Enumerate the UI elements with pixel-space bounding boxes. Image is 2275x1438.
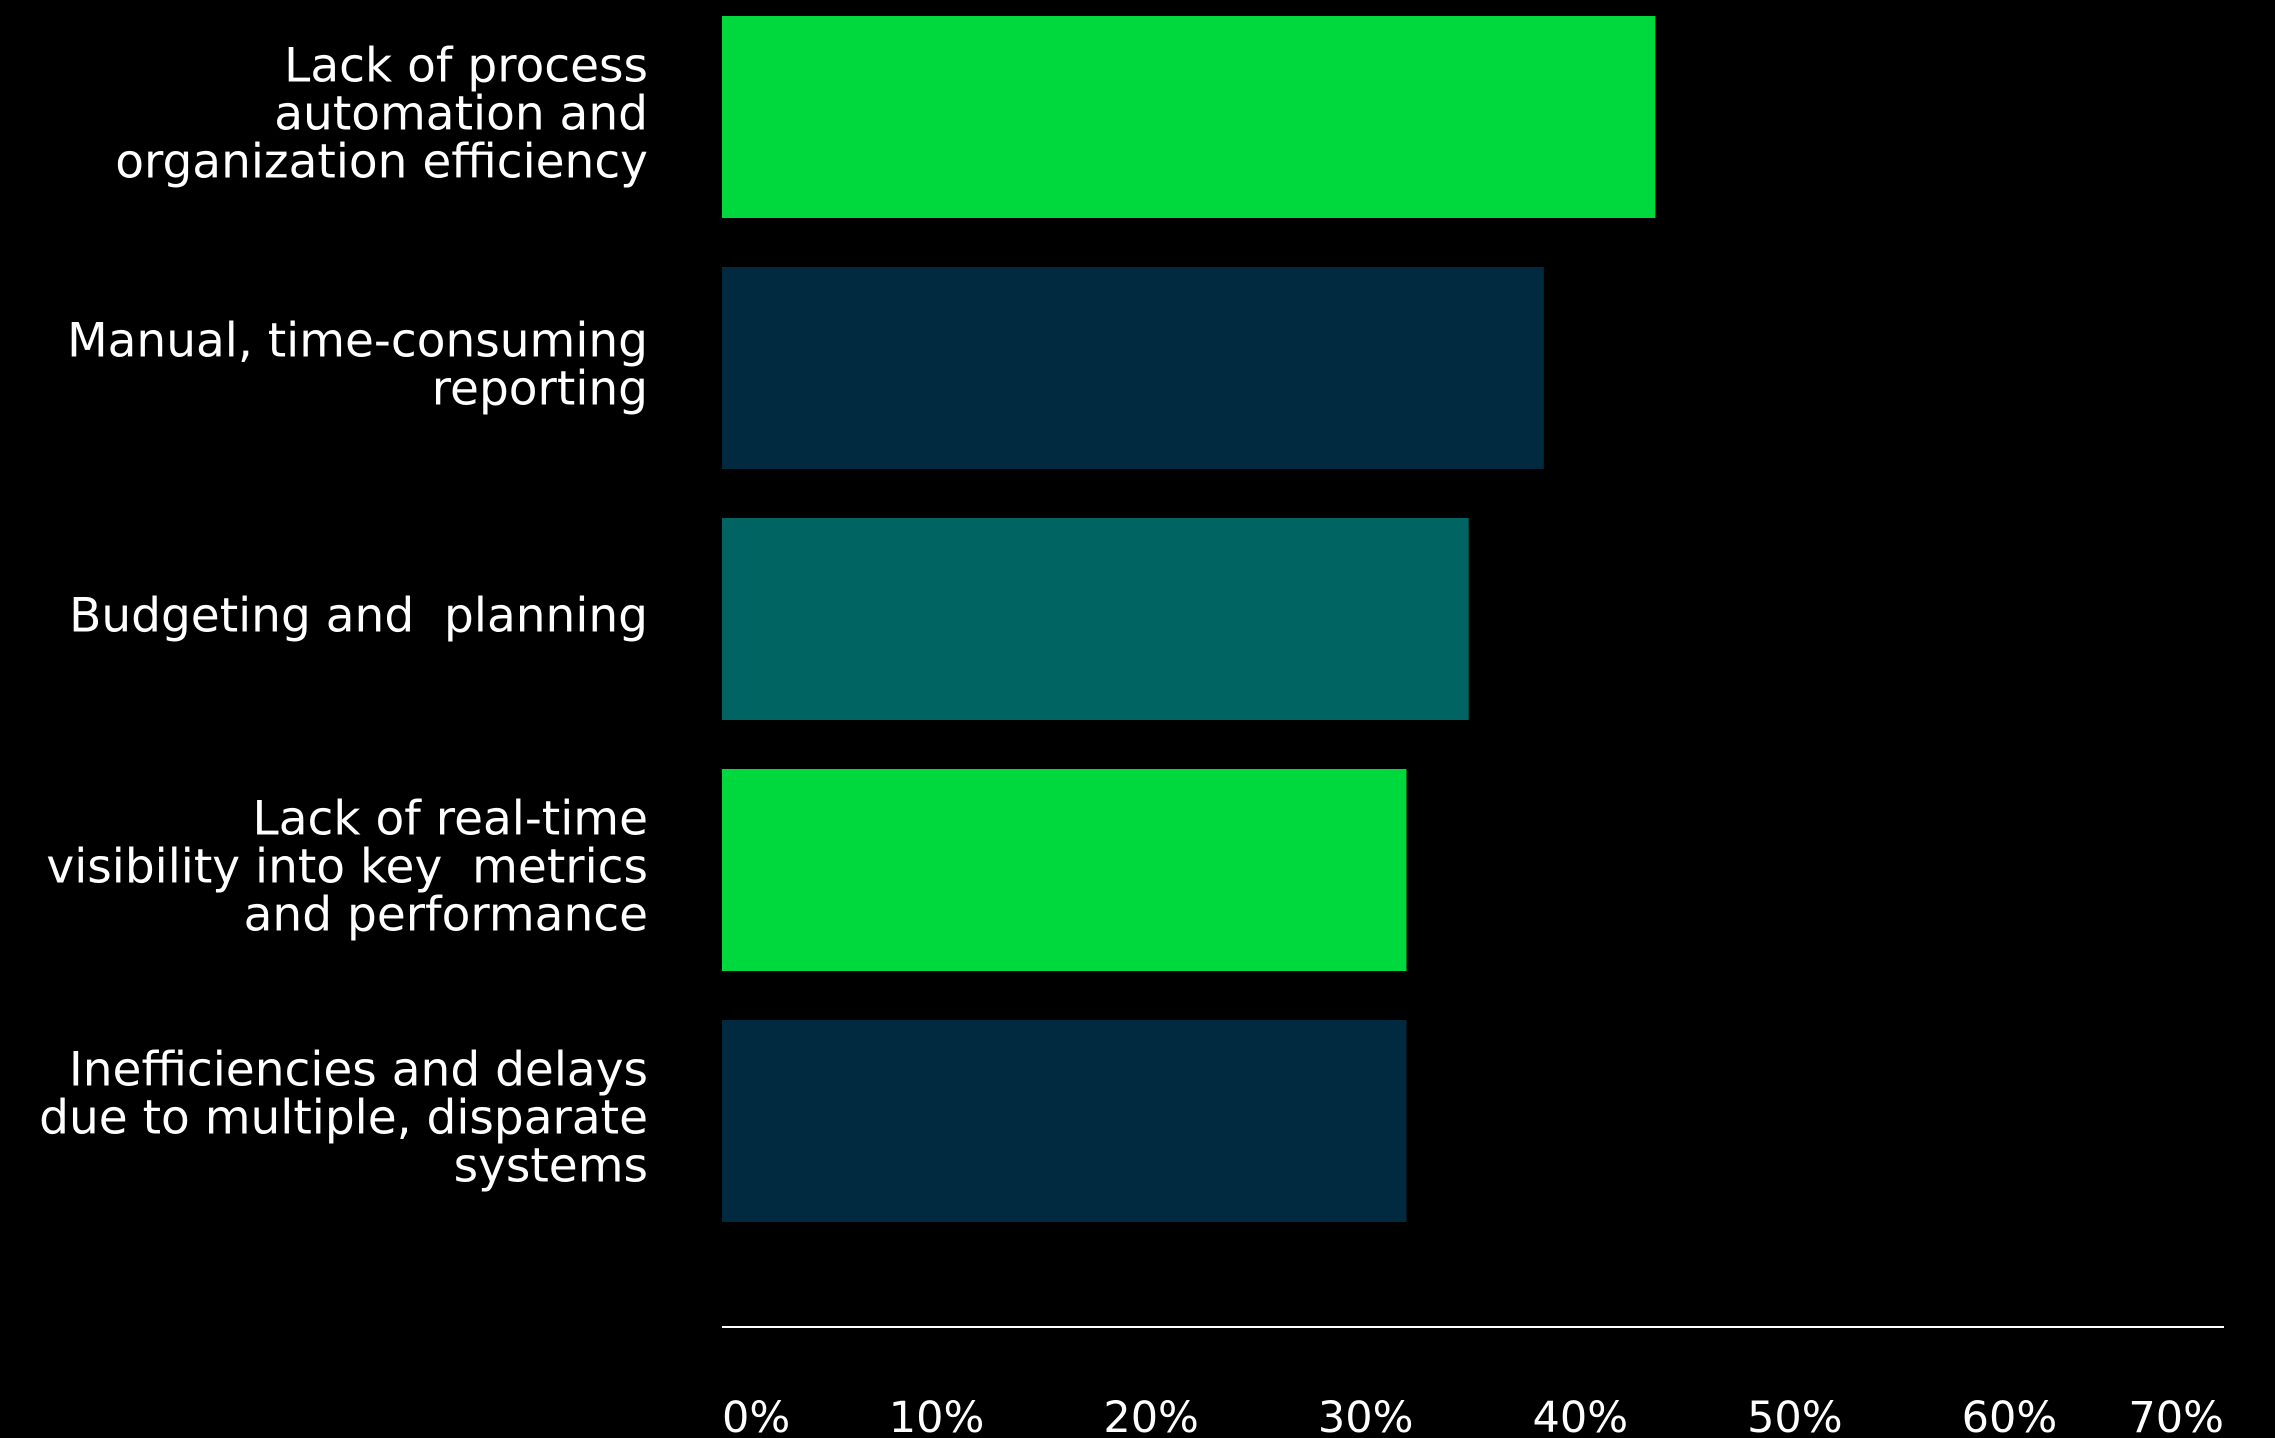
x-tick-label-30pct: 30% <box>1318 1393 1414 1438</box>
category-label-2: Manual, time-consuming reporting <box>67 314 648 417</box>
x-tick-label-40pct: 40% <box>1532 1393 1628 1438</box>
category-label-line: automation and <box>274 87 648 142</box>
category-label-line: Lack of process <box>284 39 648 94</box>
bar-4 <box>722 769 1407 971</box>
category-label-line: reporting <box>432 362 648 417</box>
x-tick-label-0pct: 0% <box>722 1393 790 1438</box>
bar-5 <box>722 1020 1407 1222</box>
category-label-1: Lack of process automation and organizatio… <box>115 39 648 190</box>
category-label-5: Inefficiencies and delays due to multiple… <box>39 1043 648 1194</box>
x-tick-label-50pct: 50% <box>1747 1393 1843 1438</box>
x-axis-tick-labels: 0% 10% 20% 30% 40% 50% 60% 70% <box>722 1393 2224 1438</box>
bar-1 <box>722 16 1656 218</box>
category-label-line: systems <box>454 1139 648 1194</box>
category-label-line: organization efficiency <box>115 135 648 190</box>
category-label-line: Budgeting and planning <box>69 589 648 644</box>
category-label-line: due to multiple, disparate <box>39 1091 648 1146</box>
bars-layer <box>722 16 1656 1222</box>
category-label-3: Budgeting and planning <box>69 589 648 644</box>
category-label-line: Lack of real-time <box>253 792 648 847</box>
x-tick-label-20pct: 20% <box>1103 1393 1199 1438</box>
category-label-line: visibility into key metrics <box>46 840 648 895</box>
category-labels: Lack of process automation and organizatio… <box>39 39 648 1194</box>
category-label-line: Inefficiencies and delays <box>69 1043 648 1098</box>
category-label-line: and performance <box>244 888 648 943</box>
x-tick-label-70pct: 70% <box>2128 1393 2224 1438</box>
bar-3 <box>722 518 1469 720</box>
x-tick-label-10pct: 10% <box>889 1393 985 1438</box>
bar-2 <box>722 267 1544 469</box>
category-label-line: Manual, time-consuming <box>67 314 648 369</box>
x-tick-label-60pct: 60% <box>1962 1393 2058 1438</box>
category-label-4: Lack of real-time visibility into key met… <box>46 792 648 943</box>
